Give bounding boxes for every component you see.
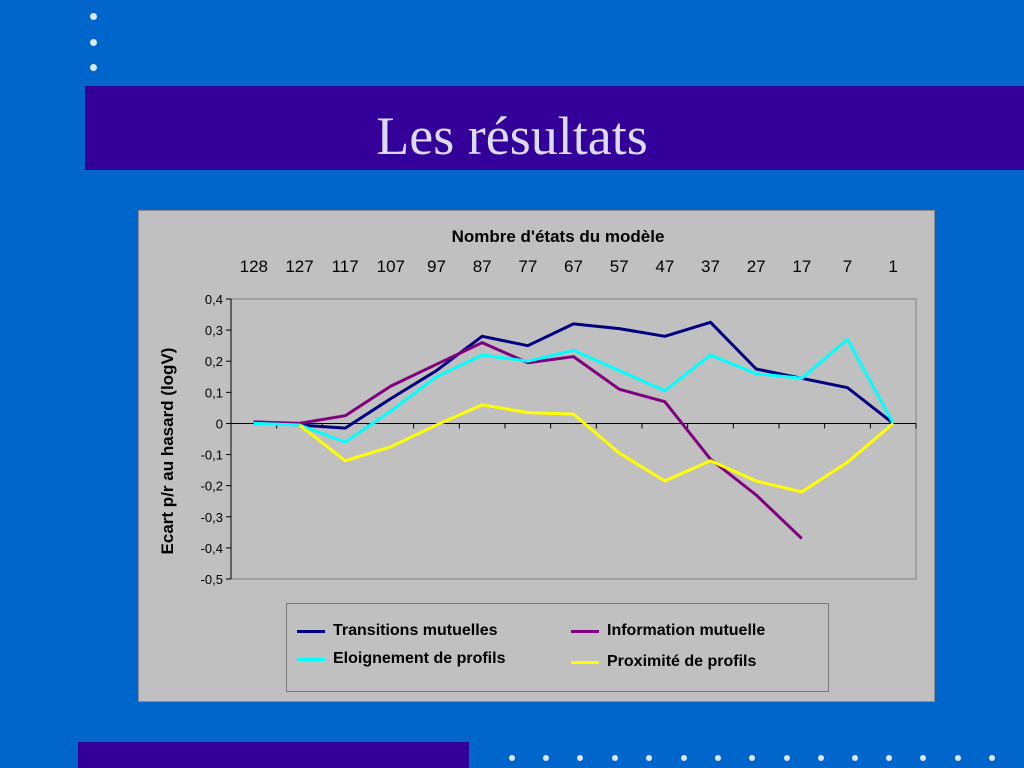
decorative-dot xyxy=(90,13,97,20)
y-tick-label: -0,5 xyxy=(201,572,223,587)
y-tick-label: 0,1 xyxy=(205,385,223,400)
plot-area xyxy=(230,298,917,580)
series-line xyxy=(253,337,895,444)
legend-swatch xyxy=(297,657,325,661)
x-tick-label: 1 xyxy=(888,257,897,276)
legend-label: Transitions mutuelles xyxy=(333,622,498,639)
decorative-dot xyxy=(818,755,824,761)
series-line xyxy=(298,403,895,494)
decorative-dot xyxy=(955,755,961,761)
decorative-dot xyxy=(886,755,892,761)
x-tick-label: 27 xyxy=(747,257,766,276)
decorative-dot xyxy=(543,755,549,761)
y-tick-label: 0 xyxy=(216,416,223,431)
x-tick-label: 127 xyxy=(285,257,313,276)
slide-title: Les résultats xyxy=(376,106,648,166)
y-axis-label: Ecart p/r au hasard (logV) xyxy=(158,348,177,555)
x-tick-label: 47 xyxy=(655,257,674,276)
y-tick-label: 0,2 xyxy=(205,354,223,369)
decorative-dot xyxy=(577,755,583,761)
x-tick-label: 57 xyxy=(610,257,629,276)
decorative-dot xyxy=(715,755,721,761)
decorative-dot xyxy=(989,755,995,761)
x-tick-label: 87 xyxy=(473,257,492,276)
decorative-dot xyxy=(646,755,652,761)
x-tick-label: 37 xyxy=(701,257,720,276)
decorative-dot xyxy=(90,64,97,71)
x-tick-label: 7 xyxy=(843,257,852,276)
decorative-dot xyxy=(920,755,926,761)
x-tick-label: 17 xyxy=(792,257,811,276)
x-tick-label: 67 xyxy=(564,257,583,276)
legend-item: Information mutuelle xyxy=(571,621,765,641)
legend-item: Transitions mutuelles xyxy=(297,621,497,641)
x-tick-label: 77 xyxy=(518,257,537,276)
legend-label: Information mutuelle xyxy=(607,622,766,639)
decorative-dot xyxy=(612,755,618,761)
y-tick-label: -0,2 xyxy=(201,479,223,494)
y-tick-label: -0,1 xyxy=(201,448,223,463)
decorative-dot xyxy=(509,755,515,761)
decorative-dot xyxy=(681,755,687,761)
series-line xyxy=(253,320,895,430)
y-tick-label: -0,4 xyxy=(201,541,223,556)
x-tick-label: 107 xyxy=(377,257,405,276)
legend-label: Eloignement de profils xyxy=(333,650,506,667)
legend-item: Eloignement de profils xyxy=(297,649,505,669)
legend-swatch xyxy=(297,629,325,633)
legend-label: Proximité de profils xyxy=(607,653,757,670)
line-chart: Nombre d'états du modèle Ecart p/r au ha… xyxy=(158,227,917,587)
decorative-dot xyxy=(90,39,97,46)
y-tick-label: 0,4 xyxy=(205,292,223,307)
decorative-dot xyxy=(784,755,790,761)
title-band: Les résultats xyxy=(85,86,1024,170)
bottom-band xyxy=(78,742,469,768)
chart-title: Nombre d'états du modèle xyxy=(452,227,665,246)
legend-swatch xyxy=(571,629,599,633)
series-line xyxy=(253,341,803,540)
x-tick-label: 97 xyxy=(427,257,446,276)
chart-panel: Nombre d'états du modèle Ecart p/r au ha… xyxy=(138,210,935,702)
y-tick-label: 0,3 xyxy=(205,323,223,338)
chart-legend: Transitions mutuelles Information mutuel… xyxy=(286,603,829,692)
y-tick-label: -0,3 xyxy=(201,510,223,525)
legend-swatch xyxy=(571,660,599,664)
x-tick-label: 128 xyxy=(240,257,268,276)
legend-item: Proximité de profils xyxy=(571,652,756,672)
decorative-dot xyxy=(749,755,755,761)
x-tick-label: 117 xyxy=(332,257,359,276)
decorative-dot xyxy=(852,755,858,761)
